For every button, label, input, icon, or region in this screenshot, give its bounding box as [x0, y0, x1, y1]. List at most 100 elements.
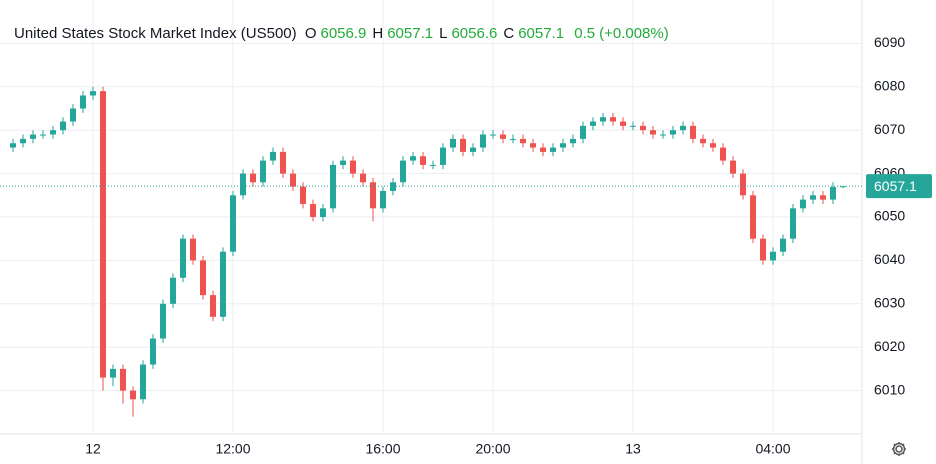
candle-body — [120, 368, 126, 391]
y-tick-label: 6030 — [874, 295, 905, 311]
x-tick-label: 20:00 — [475, 441, 510, 457]
candle-body — [70, 108, 76, 122]
candle-body — [110, 368, 116, 378]
candle-body — [660, 134, 666, 136]
last-price-label: 6057.1 — [874, 178, 917, 194]
candle-body — [190, 238, 196, 261]
candle-body — [250, 173, 256, 183]
candle-body — [180, 238, 186, 278]
symbol-title: United States Stock Market Index (US500) — [14, 25, 297, 42]
candle-body — [310, 203, 316, 217]
ohlc-value: 6056.6 — [451, 25, 498, 42]
candle-body — [720, 147, 726, 161]
candle-body — [380, 190, 386, 209]
candle-body — [170, 277, 176, 304]
candle-body — [730, 160, 736, 174]
ohlc-values: O 6056.9 H 6057.1 L 6056.6 C 6057.1 — [305, 25, 570, 42]
plot: 6057.1 — [0, 0, 932, 434]
candle-body — [790, 208, 796, 239]
y-tick-label: 6020 — [874, 338, 905, 354]
ohlc-value: 6057.1 — [518, 25, 565, 42]
settings-icon[interactable] — [892, 442, 906, 456]
candle-body — [560, 143, 566, 148]
candle-body — [50, 130, 56, 135]
candle-body — [30, 134, 36, 139]
ohlc-label: L — [439, 25, 448, 42]
ohlc-value: 6056.9 — [320, 25, 367, 42]
candle-body — [240, 173, 246, 196]
candle-body — [210, 295, 216, 317]
candle-body — [270, 151, 276, 161]
ohlc-label: O — [304, 25, 317, 42]
candle-body — [320, 208, 326, 217]
candle-body — [820, 195, 826, 200]
candle-body — [400, 160, 406, 183]
change-pct: (+0.008%) — [599, 25, 669, 42]
candle-body — [200, 260, 206, 296]
candle-body — [600, 117, 606, 122]
candle-body — [750, 195, 756, 239]
candle-body — [510, 138, 516, 140]
y-tick-label: 6040 — [874, 251, 905, 267]
candle-body — [460, 138, 466, 152]
candle-body — [760, 238, 766, 261]
candle-body — [60, 121, 66, 131]
x-tick-label: 16:00 — [365, 441, 400, 457]
y-tick-label: 6010 — [874, 381, 905, 397]
candle-body — [430, 164, 436, 166]
candle-body — [420, 156, 426, 165]
candle-body — [90, 91, 96, 96]
x-tick-label: 04:00 — [755, 441, 790, 457]
candle-body — [830, 187, 836, 200]
candle-body — [280, 151, 286, 174]
candle-body — [340, 160, 346, 165]
candle-body — [620, 121, 626, 126]
candle-body — [670, 130, 676, 135]
candle-body — [650, 130, 656, 135]
candle-body — [550, 147, 556, 152]
candle-body — [360, 173, 366, 183]
candle-body — [800, 199, 806, 209]
candle-body — [100, 91, 106, 378]
candle-body — [530, 143, 536, 148]
candle-body — [630, 125, 636, 127]
candle-body — [260, 160, 266, 183]
y-tick-label: 6050 — [874, 208, 905, 224]
candle-body — [10, 143, 16, 148]
x-tick-label: 12:00 — [215, 441, 250, 457]
candle-body — [640, 125, 646, 131]
y-tick-label: 6090 — [874, 34, 905, 50]
candle-body — [740, 173, 746, 196]
candle-body — [440, 147, 446, 165]
candle-body — [780, 238, 786, 252]
candle-body — [540, 147, 546, 152]
candle-body — [130, 390, 136, 400]
y-tick-label: 6070 — [874, 121, 905, 137]
y-tick-label: 6080 — [874, 78, 905, 94]
candle-body — [300, 186, 306, 204]
legend-header: United States Stock Market Index (US500)… — [14, 25, 675, 42]
candle-body — [580, 125, 586, 139]
candle-body — [290, 173, 296, 187]
candle-body — [490, 134, 496, 136]
last-price-badge — [866, 174, 932, 199]
candle-body — [140, 364, 146, 400]
candle-body — [770, 251, 776, 261]
candle-body — [520, 138, 526, 144]
candle-body — [80, 95, 86, 109]
x-tick-label: 13 — [625, 441, 641, 457]
candle-body — [370, 182, 376, 209]
ohlc-label: C — [503, 25, 515, 42]
candle-body — [160, 303, 166, 339]
candle-body — [230, 195, 236, 252]
x-tick-label: 12 — [85, 441, 101, 457]
candle-body — [570, 138, 576, 144]
candle-body — [500, 134, 506, 139]
candle-body — [220, 251, 226, 317]
candle-body — [150, 338, 156, 365]
candle-body — [480, 134, 486, 148]
candle-body — [680, 125, 686, 131]
candle-body — [470, 147, 476, 152]
